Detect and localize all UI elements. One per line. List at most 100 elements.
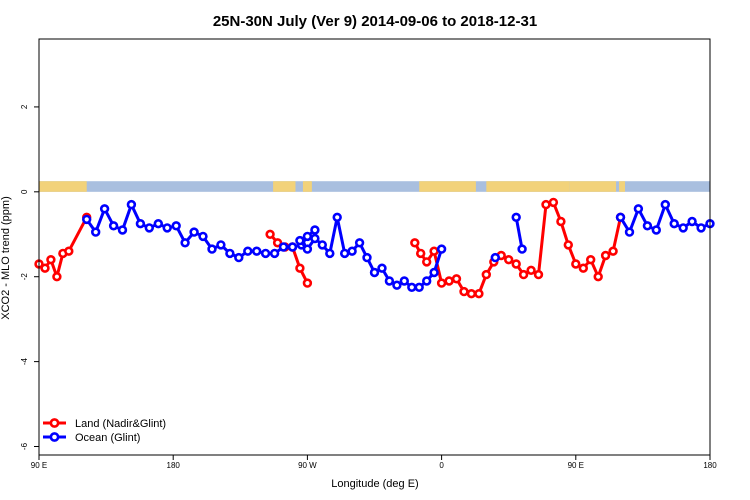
data-point (153, 219, 164, 229)
land-band-6 (619, 181, 626, 192)
land-band-1 (273, 181, 296, 192)
data-point (40, 263, 50, 273)
data-point (269, 248, 280, 259)
data-point (310, 233, 320, 244)
land-band-4 (486, 181, 570, 192)
data-point (518, 269, 529, 280)
chart-title: 25N-30N July (Ver 9) 2014-09-06 to 2018-… (213, 13, 537, 30)
data-point (466, 289, 477, 299)
data-point (310, 225, 320, 235)
data-point (171, 221, 181, 231)
data-point (347, 246, 357, 256)
data-point (600, 250, 611, 261)
data-point (633, 204, 644, 214)
data-point (399, 276, 409, 286)
land-ocean-mask (39, 181, 710, 192)
data-point (46, 255, 56, 265)
data-point (302, 278, 313, 288)
data-point (678, 223, 688, 233)
data-point (302, 244, 313, 254)
land-band-2 (302, 181, 312, 192)
data-point (325, 248, 335, 259)
data-point (511, 212, 521, 223)
data-point (422, 276, 432, 286)
data-point (642, 221, 653, 231)
data-point (287, 242, 298, 252)
data-point (578, 263, 588, 273)
y-tick-label: 0 (20, 189, 29, 194)
data-point (585, 255, 596, 265)
x-axis-label: Longitude (deg E) (331, 478, 418, 490)
x-tick-label: 180 (167, 461, 181, 470)
data-point (669, 219, 679, 229)
data-point (108, 221, 119, 231)
data-point (474, 289, 484, 299)
land-band-0 (39, 181, 87, 192)
data-point (533, 269, 544, 280)
data-point (436, 244, 447, 254)
data-point (144, 223, 155, 233)
data-point (234, 252, 244, 263)
data-point (340, 248, 350, 259)
y-tick-label: -2 (20, 273, 29, 281)
data-point (563, 240, 573, 250)
data-point (696, 223, 706, 233)
legend-label: Land (Nadir&Glint) (75, 418, 166, 430)
data-point (216, 240, 226, 250)
data-point (272, 238, 283, 248)
data-point (90, 227, 101, 237)
data-point (332, 212, 342, 223)
data-point (252, 246, 262, 256)
data-point (99, 204, 110, 214)
ocean-band (39, 181, 710, 192)
data-point (541, 199, 551, 210)
x-tick-label: 90 E (31, 461, 47, 470)
land-band-3 (419, 181, 476, 192)
land-band-5 (569, 181, 617, 192)
series-layer (34, 197, 715, 299)
data-point (451, 274, 462, 284)
data-point (117, 225, 128, 235)
y-tick-label: 2 (20, 104, 29, 109)
data-point (407, 282, 417, 292)
data-point (126, 199, 137, 210)
data-point (295, 235, 305, 246)
data-point (517, 244, 527, 254)
data-point (556, 216, 566, 227)
data-point (444, 276, 454, 286)
x-axis: 90 E 180 90 W 0 90 E 180 (31, 455, 717, 470)
x-tick-label: 90 W (298, 461, 317, 470)
y-axis-label: XCO2 - MLO trend (ppm) (0, 196, 12, 319)
legend-marker (49, 432, 60, 442)
data-point (481, 269, 491, 280)
data-point (548, 197, 559, 208)
data-point (362, 252, 372, 263)
data-point (422, 257, 432, 267)
legend-marker (49, 418, 60, 428)
data-point (416, 248, 426, 259)
data-point (52, 272, 62, 282)
data-point (225, 248, 235, 259)
data-point (243, 246, 253, 256)
data-point (615, 212, 626, 223)
data-point (429, 246, 439, 256)
data-point (651, 225, 661, 235)
data-point (278, 242, 289, 252)
x-tick-label: 180 (703, 461, 717, 470)
data-point (410, 238, 420, 248)
legend-item-ocean: Ocean (Glint) (43, 432, 140, 444)
data-point (302, 231, 313, 242)
y-axis: -6 -4 -2 0 2 (20, 104, 39, 450)
data-point (384, 276, 395, 286)
data-point (135, 219, 146, 229)
data-point (189, 227, 199, 237)
series-line-1-3 (514, 217, 524, 250)
y-tick-label: -6 (20, 442, 29, 450)
data-point (81, 214, 92, 225)
data-point (64, 246, 74, 256)
data-point (260, 248, 271, 259)
data-point (354, 238, 365, 248)
data-point (265, 229, 275, 240)
data-point (180, 238, 190, 248)
